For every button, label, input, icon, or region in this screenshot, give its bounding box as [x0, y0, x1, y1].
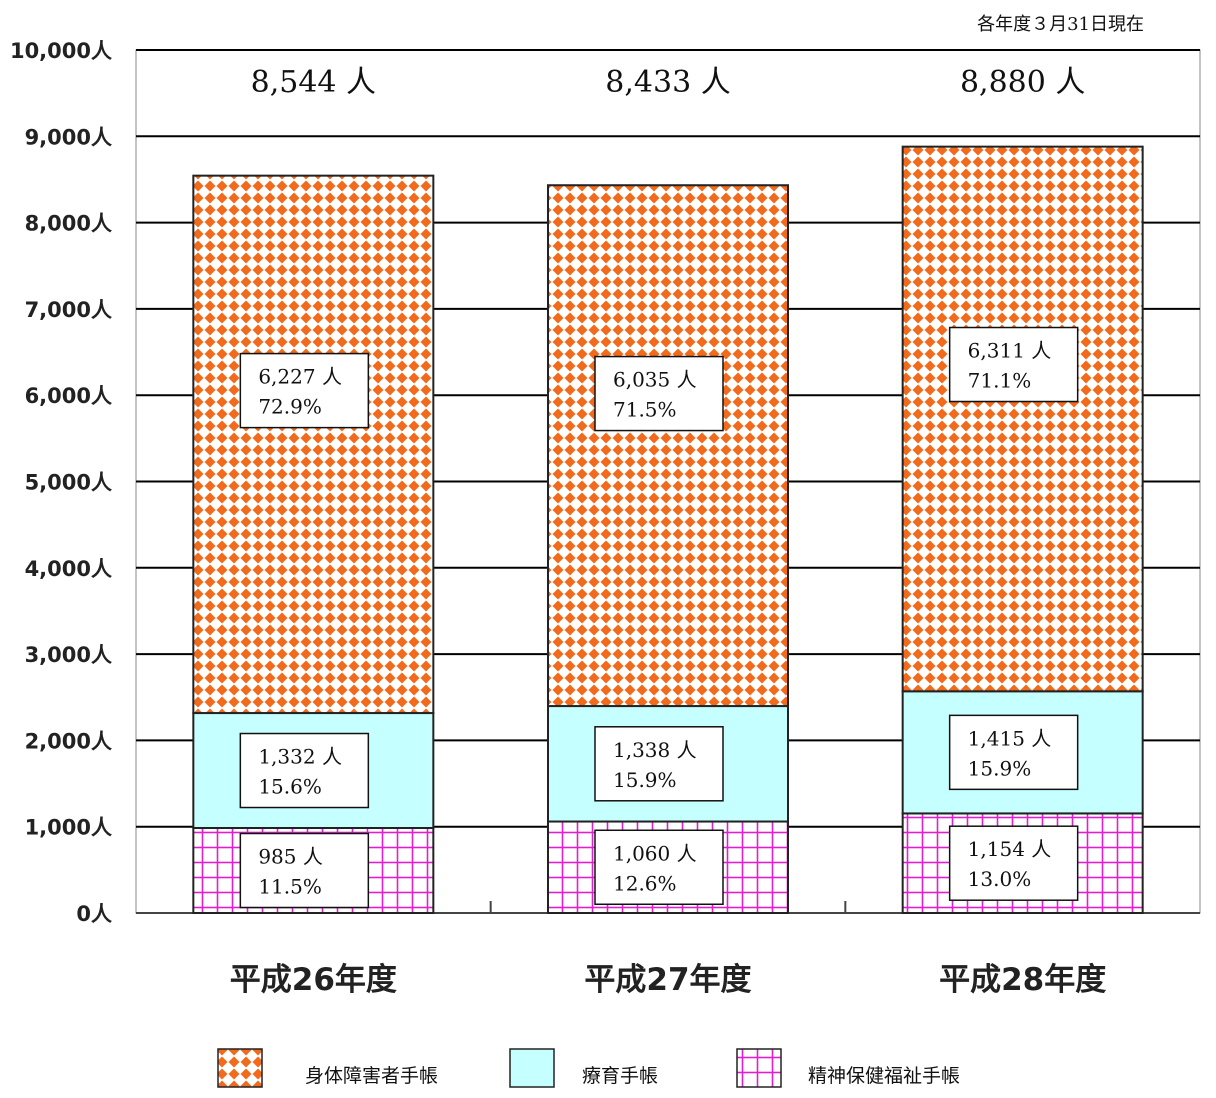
data-label-count: 1,332 人 — [258, 745, 342, 769]
data-label-count: 6,227 人 — [258, 365, 342, 389]
legend-swatch — [510, 1049, 554, 1087]
legend: 身体障害者手帳 療育手帳 精神保健福祉手帳 — [218, 1049, 960, 1087]
legend-swatch — [218, 1049, 262, 1087]
data-label-percent: 11.5% — [258, 874, 322, 898]
data-label-percent: 12.6% — [613, 871, 677, 895]
data-label-count: 1,338 人 — [613, 738, 697, 762]
x-category-label: 平成27年度 — [584, 962, 751, 998]
bar-segment — [548, 185, 788, 706]
data-label-count: 1,060 人 — [613, 841, 697, 865]
total-label: 8,544 人 — [251, 65, 376, 100]
data-label-count: 985 人 — [258, 844, 323, 868]
y-tick-label: 5,000人 — [25, 471, 112, 495]
data-label-count: 1,415 人 — [968, 726, 1052, 750]
legend-label: 精神保健福祉手帳 — [808, 1065, 960, 1087]
data-label-percent: 71.5% — [613, 398, 677, 422]
data-label-percent: 71.1% — [968, 369, 1032, 393]
legend-swatch — [737, 1049, 781, 1087]
bar-segment — [903, 147, 1143, 692]
y-tick-label: 4,000人 — [25, 557, 112, 581]
y-tick-label: 8,000人 — [25, 212, 112, 236]
data-label-percent: 15.9% — [968, 756, 1032, 780]
y-tick-label: 0人 — [76, 902, 112, 926]
y-tick-label: 10,000人 — [10, 39, 112, 63]
y-tick-label: 9,000人 — [25, 125, 112, 149]
x-category-label: 平成26年度 — [230, 962, 397, 998]
data-label-percent: 13.0% — [968, 867, 1032, 891]
legend-label: 身体障害者手帳 — [305, 1065, 438, 1087]
x-category-label: 平成28年度 — [939, 962, 1106, 998]
data-label-count: 6,035 人 — [613, 368, 697, 392]
y-tick-label: 3,000人 — [25, 643, 112, 667]
data-label-percent: 15.9% — [613, 768, 677, 792]
data-label-count: 1,154 人 — [968, 837, 1052, 861]
data-label-percent: 72.9% — [258, 395, 322, 419]
y-tick-label: 2,000人 — [25, 729, 112, 753]
bar-segment — [193, 176, 433, 713]
legend-label: 療育手帳 — [582, 1065, 658, 1087]
data-label-count: 6,311 人 — [968, 339, 1052, 363]
y-tick-label: 7,000人 — [25, 298, 112, 322]
y-axis-ticks: 0人 1,000人 2,000人 3,000人 4,000人 5,000人 6,000人 7,… — [10, 39, 112, 926]
total-label: 8,880 人 — [960, 65, 1085, 100]
x-axis-categories: 平成26年度 平成27年度 平成28年度 — [230, 962, 1106, 998]
total-label: 8,433 人 — [605, 65, 730, 100]
data-label-percent: 15.6% — [258, 775, 322, 799]
y-tick-label: 1,000人 — [25, 816, 112, 840]
y-tick-label: 6,000人 — [25, 384, 112, 408]
